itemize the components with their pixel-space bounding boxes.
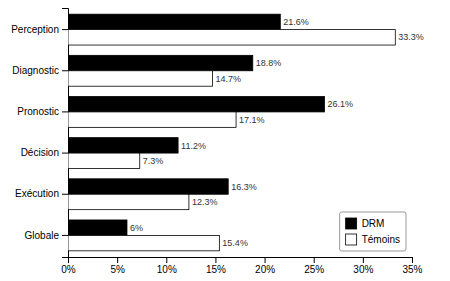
y-tick-label: Perception <box>11 24 59 35</box>
bar <box>68 14 280 29</box>
legend-label: DRM <box>362 218 385 229</box>
x-tick: 15% <box>206 257 226 275</box>
data-label: 33.3% <box>398 32 424 42</box>
x-tick: 25% <box>304 257 324 275</box>
x-tick: 5% <box>110 257 125 275</box>
bar <box>68 71 212 86</box>
y-tick-label: Pronostic <box>17 106 59 117</box>
x-tick-label: 15% <box>206 264 226 275</box>
data-label: 21.6% <box>283 17 309 27</box>
x-tick: 35% <box>402 257 422 275</box>
legend-item: DRM <box>346 218 385 229</box>
y-tick-label: Exécution <box>15 188 59 199</box>
data-label: 16.3% <box>231 182 257 192</box>
y-axis: Perception Diagnostic Pronostic Décision Exé… <box>11 9 68 258</box>
x-tick-label: 20% <box>255 264 275 275</box>
bar <box>68 235 219 250</box>
chart: 0% 5% 10% 15% 20% 25% 30% 35% Perception Diagnost… <box>0 0 450 281</box>
x-tick-label: 5% <box>110 264 125 275</box>
x-tick-mark <box>314 257 315 263</box>
y-tick-mark <box>62 235 68 236</box>
bar <box>68 55 253 70</box>
bar <box>68 220 127 235</box>
legend: DRM Témoins <box>340 212 406 251</box>
data-label: 18.8% <box>256 58 282 68</box>
bar <box>68 96 325 111</box>
x-tick-mark <box>117 257 118 263</box>
y-tick-label: Décision <box>21 147 59 158</box>
x-axis-line <box>69 258 413 264</box>
bar <box>68 30 395 45</box>
x-tick-mark <box>363 257 364 263</box>
y-tick-mark <box>62 194 68 195</box>
data-label: 6% <box>130 223 143 233</box>
y-tick-mark <box>62 111 68 112</box>
bar <box>68 179 228 194</box>
x-tick-label: 35% <box>402 264 422 275</box>
y-tick: Perception <box>11 24 68 35</box>
x-tick-label: 25% <box>304 264 324 275</box>
legend-item: Témoins <box>346 234 400 245</box>
y-tick: Pronostic <box>17 106 68 117</box>
legend-label: Témoins <box>362 234 400 245</box>
legend-swatch <box>346 218 357 229</box>
y-tick: Globale <box>25 230 68 241</box>
x-tick: 0% <box>61 257 76 275</box>
x-tick-label: 0% <box>61 264 76 275</box>
y-tick: Décision <box>21 147 68 158</box>
x-tick: 10% <box>157 257 177 275</box>
x-tick: 30% <box>353 257 373 275</box>
x-tick-mark <box>215 257 216 263</box>
data-label: 7.3% <box>143 156 164 166</box>
legend-swatch <box>346 234 357 245</box>
legend-frame <box>340 212 406 251</box>
y-axis-line <box>62 9 69 258</box>
plot: 0% 5% 10% 15% 20% 25% 30% 35% Perception Diagnost… <box>11 9 424 276</box>
y-tick-mark <box>62 70 68 71</box>
x-tick-mark <box>265 257 266 263</box>
data-label: 11.2% <box>181 141 206 151</box>
y-tick-label: Diagnostic <box>12 65 59 76</box>
x-tick-mark <box>412 257 413 263</box>
x-tick: 20% <box>255 257 275 275</box>
x-tick-label: 30% <box>353 264 373 275</box>
y-tick: Diagnostic <box>12 65 68 76</box>
x-tick-mark <box>166 257 167 263</box>
data-label: 12.3% <box>192 197 218 207</box>
x-tick-label: 10% <box>157 264 177 275</box>
y-tick: Exécution <box>15 188 68 199</box>
data-label: 26.1% <box>328 99 354 109</box>
x-axis: 0% 5% 10% 15% 20% 25% 30% 35% <box>61 257 422 275</box>
bar <box>68 138 178 153</box>
bar <box>68 112 236 127</box>
data-label: 15.4% <box>222 238 248 248</box>
data-label: 14.7% <box>215 74 241 84</box>
bar <box>68 194 189 209</box>
y-tick-mark <box>62 29 68 30</box>
y-tick-label: Globale <box>25 230 60 241</box>
y-tick-mark <box>62 153 68 154</box>
bar <box>68 153 140 168</box>
data-label: 17.1% <box>239 115 265 125</box>
